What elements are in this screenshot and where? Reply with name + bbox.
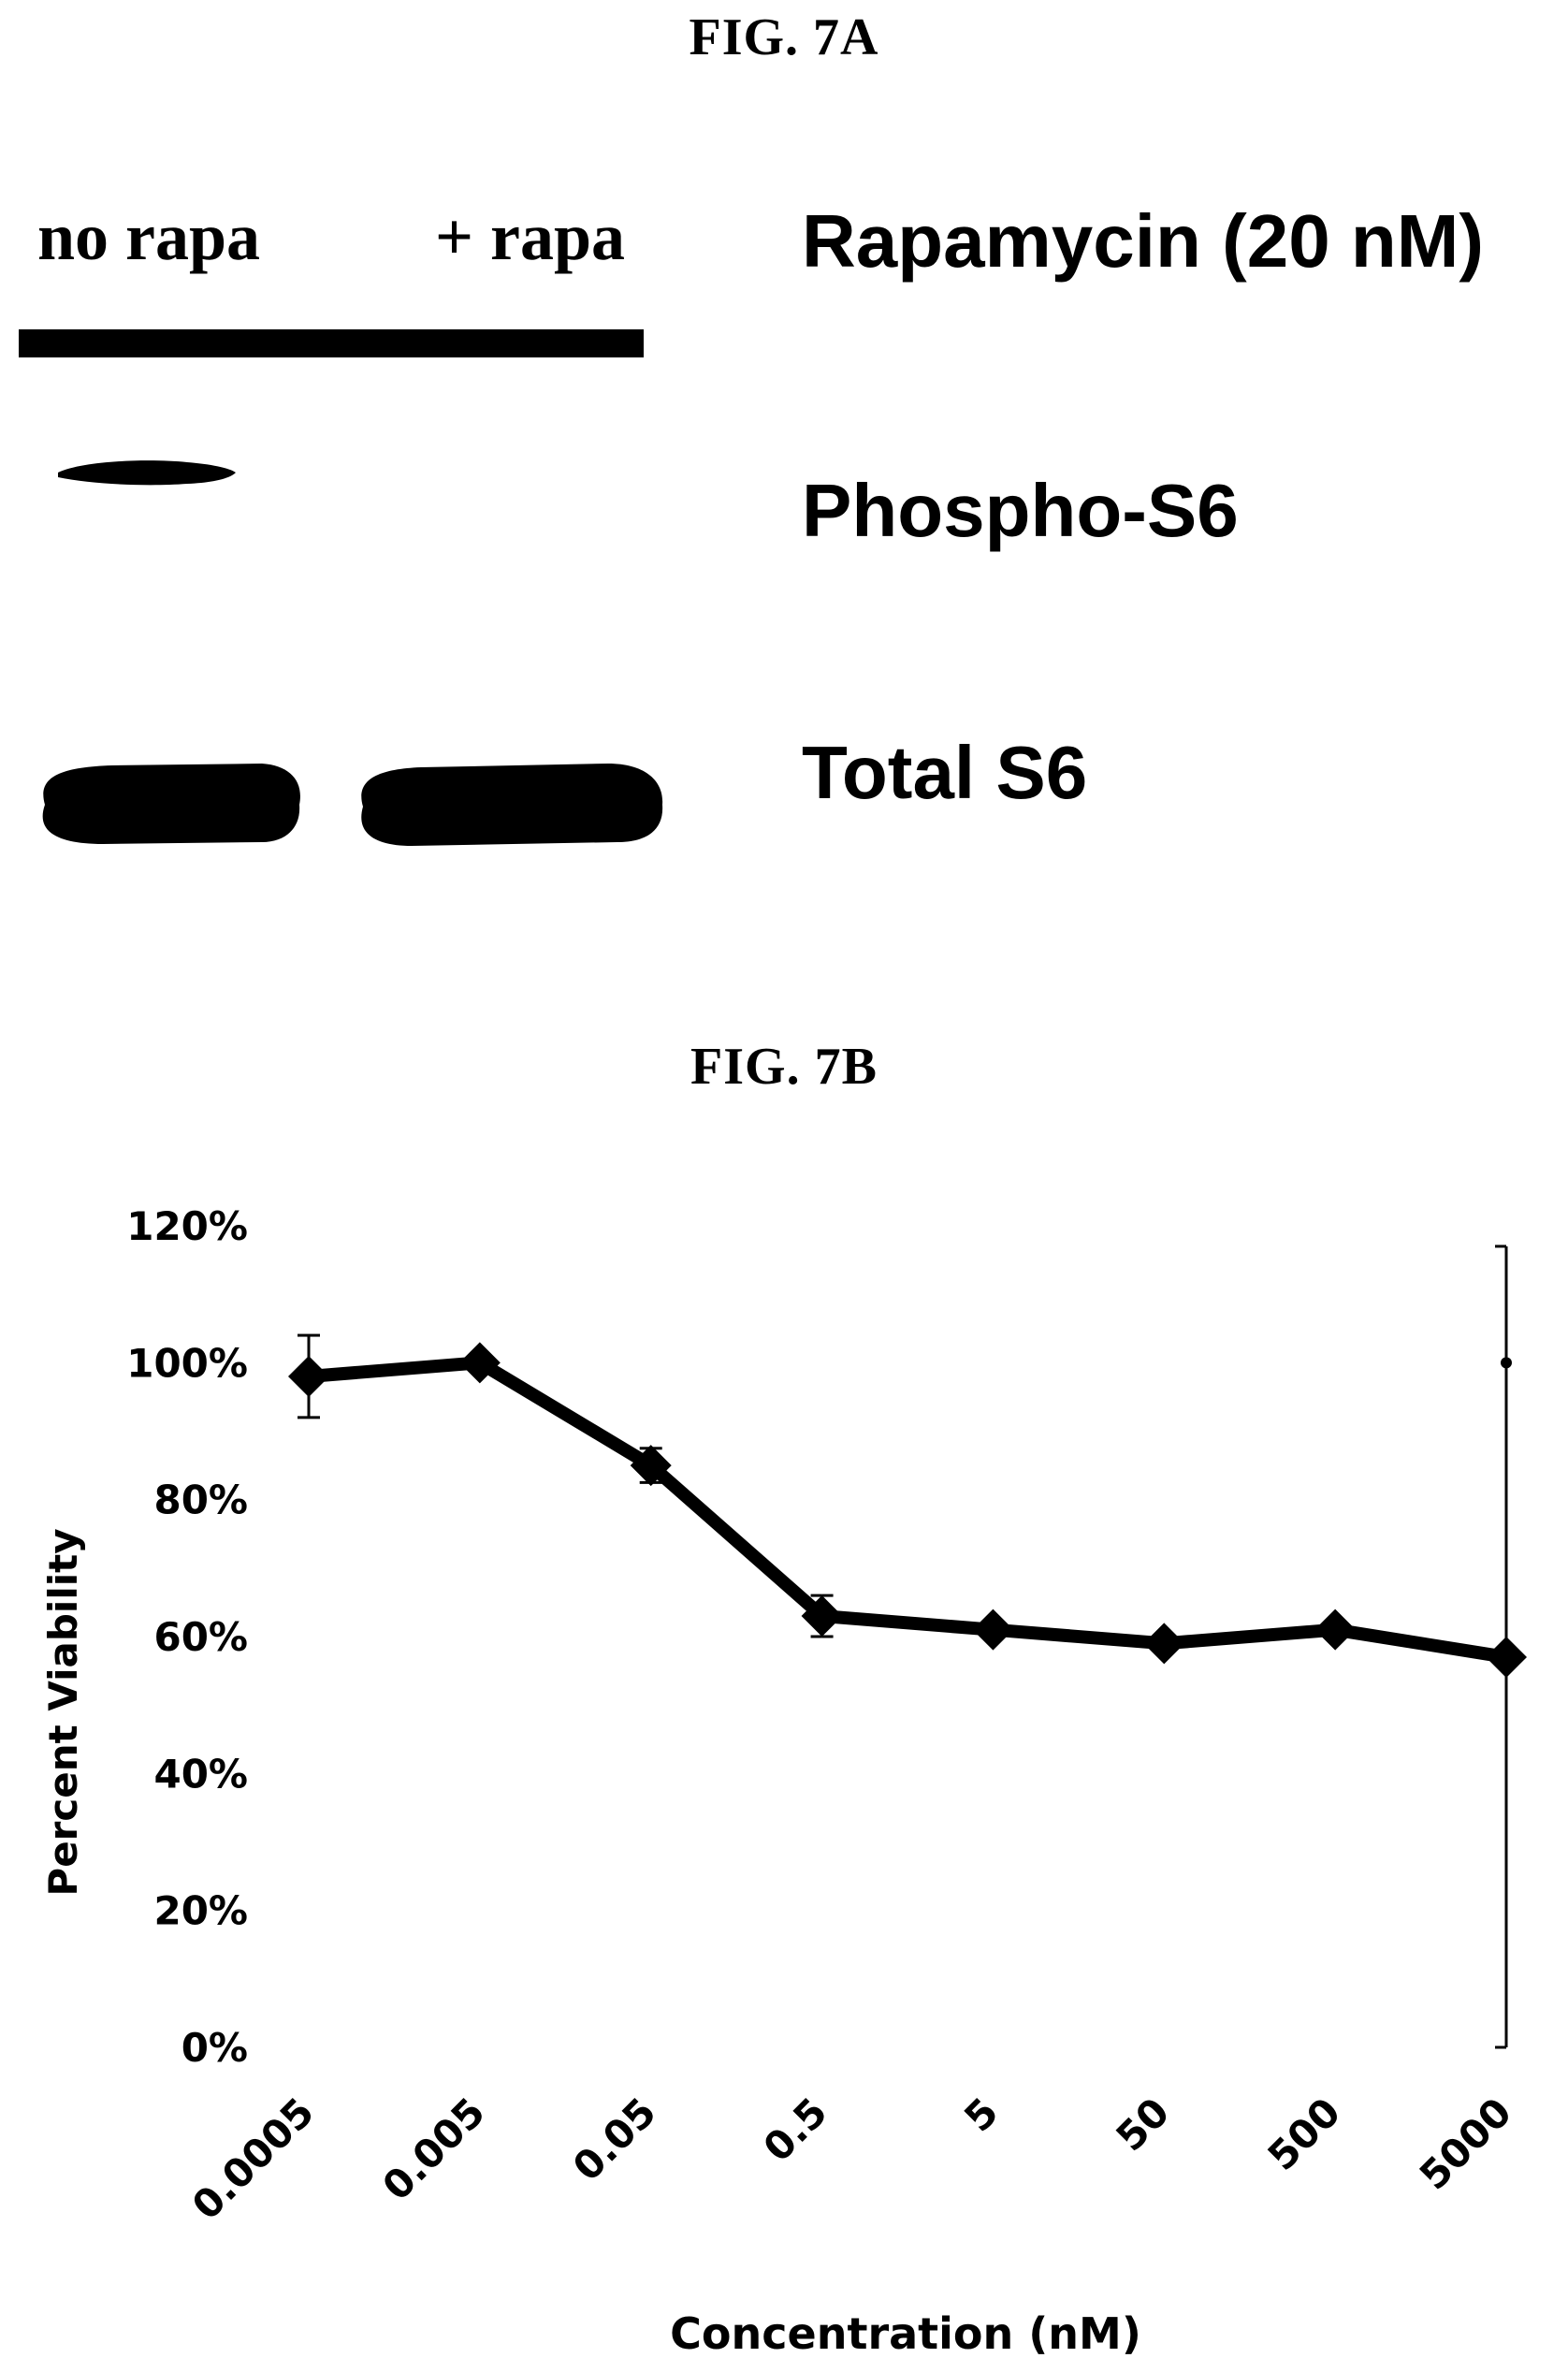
data-point-marker — [288, 1355, 329, 1397]
data-point-marker — [1486, 1636, 1527, 1678]
x-tick-label: 5000 — [1411, 2089, 1520, 2198]
lane-label-plus-rapa: + rapa — [435, 199, 626, 274]
treatment-bar — [19, 329, 644, 357]
x-tick-label: 50 — [1107, 2089, 1178, 2160]
y-axis-label: Percent Viability — [40, 1528, 86, 1896]
data-point-marker — [630, 1445, 672, 1487]
lane-label-no-rapa: no rapa — [37, 199, 261, 274]
total-s6-band-no-rapa — [42, 764, 300, 844]
outlier-point — [1501, 1357, 1512, 1369]
x-tick-label: 500 — [1259, 2089, 1350, 2179]
figure-7b-title: FIG. 7B — [690, 1038, 878, 1096]
series-viability — [288, 1342, 1527, 1678]
data-point-marker — [458, 1342, 501, 1384]
series-line — [308, 1356, 1508, 1664]
y-tick-label: 100% — [126, 1340, 248, 1386]
x-tick-label: 0.5 — [754, 2089, 835, 2170]
viability-chart: 0%20%40%60%80%100%120% 0.0005 0.005 0.05 0.… — [40, 1203, 1527, 2358]
phospho-s6-label: Phospho-S6 — [802, 469, 1239, 552]
x-axis-label: Concentration (nM) — [670, 2308, 1141, 2358]
phospho-s6-band-no-rapa — [58, 460, 236, 486]
data-point-marker — [1314, 1608, 1357, 1651]
y-axis-ticks: 0% 20% 40% 60% 80% 100% 120% — [126, 1203, 248, 2071]
y-tick-label: 40% — [153, 1751, 248, 1797]
y-tick-label: 60% — [153, 1614, 248, 1660]
data-point-marker — [972, 1608, 1014, 1651]
figure-7a-title: FIG. 7A — [689, 8, 879, 66]
data-point-marker — [801, 1595, 843, 1638]
x-tick-label: 0.005 — [373, 2089, 494, 2209]
x-tick-label: 0.0005 — [183, 2089, 323, 2228]
x-tick-label: 0.05 — [564, 2089, 665, 2190]
y-tick-label: 0% — [181, 2025, 248, 2071]
total-s6-label: Total S6 — [802, 731, 1088, 814]
x-axis-ticks: 0.0005 0.005 0.05 0.5 5 50 500 5000 — [183, 2089, 1520, 2228]
western-blot — [42, 460, 663, 846]
x-tick-label: 5 — [955, 2089, 1007, 2140]
data-point-marker — [1143, 1623, 1185, 1665]
y-tick-label: 80% — [153, 1477, 248, 1523]
treatment-label: Rapamycin (20 nM) — [802, 199, 1485, 283]
y-tick-label: 120% — [126, 1203, 248, 1249]
total-s6-band-plus-rapa — [361, 764, 663, 846]
y-tick-label: 20% — [153, 1888, 248, 1934]
